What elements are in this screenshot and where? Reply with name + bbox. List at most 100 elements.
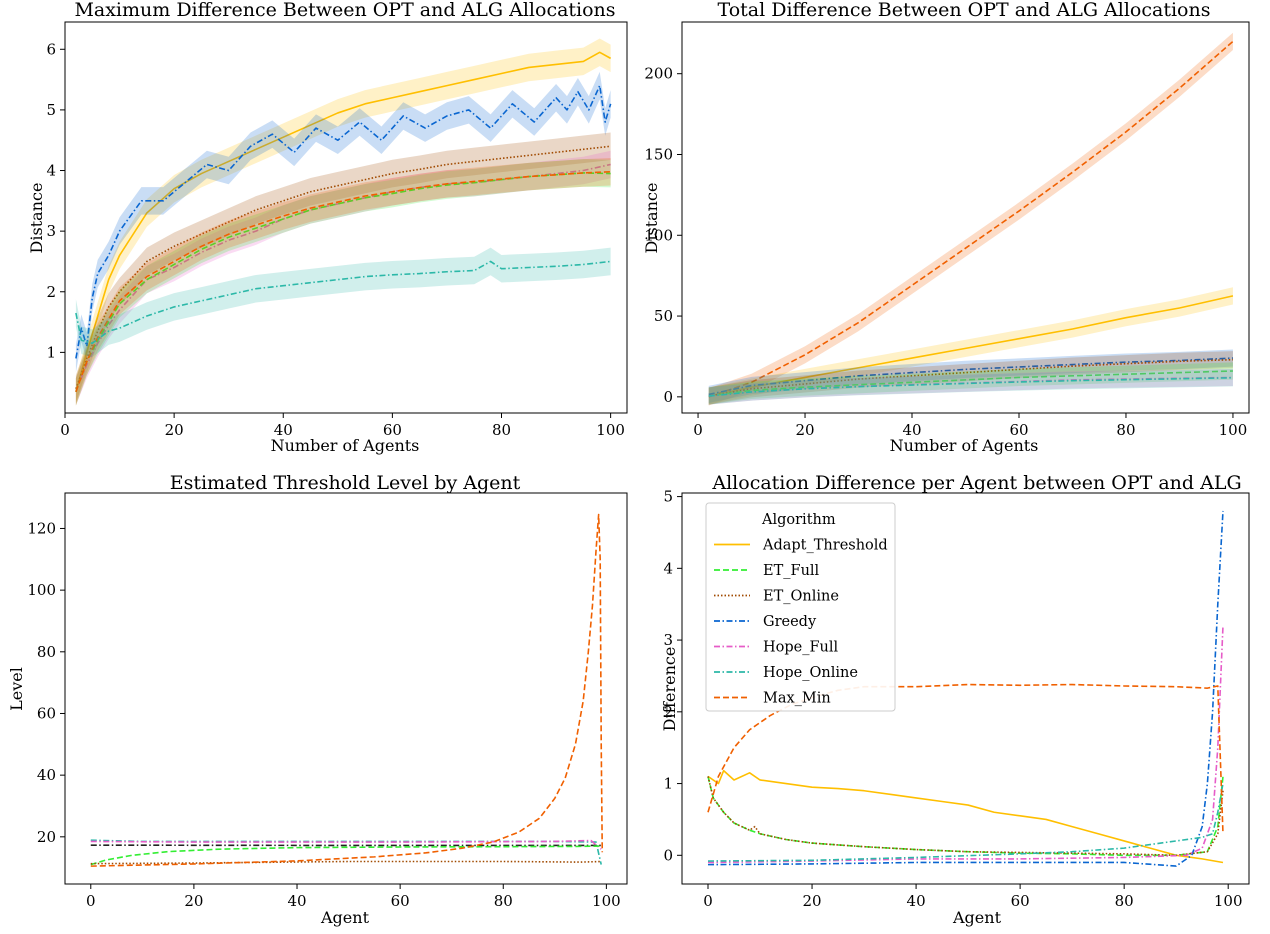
y-tick-label: 80 [37, 643, 56, 661]
legend-label: Greedy [763, 614, 817, 630]
y-tick-label: 150 [644, 145, 673, 163]
series-line-et-full [708, 370, 1233, 397]
y-tick-label: 100 [644, 226, 673, 244]
series-line-adapt-threshold [708, 295, 1234, 397]
x-tick-label: 0 [60, 421, 70, 439]
x-tick-label: 100 [1219, 421, 1248, 439]
chart-max-difference: Maximum Difference Between OPT and ALG A… [27, 0, 628, 455]
x-tick-label: 100 [596, 421, 625, 439]
x-tick-label: 100 [1214, 892, 1243, 910]
y-tick-label: 6 [46, 40, 56, 58]
series-line-hope-online [708, 783, 1224, 862]
y-tick-label: 60 [37, 704, 56, 722]
y-tick-label: 5 [46, 101, 56, 119]
x-tick-label: 20 [165, 421, 184, 439]
x-tick-label: 0 [693, 421, 703, 439]
legend-title: Algorithm [761, 512, 836, 528]
confidence-band-et-online [708, 351, 1233, 405]
y-tick-label: 3 [46, 222, 56, 240]
y-axis-label: Distance [27, 183, 46, 254]
y-tick-label: 2 [46, 283, 56, 301]
x-tick-label: 20 [802, 892, 821, 910]
x-tick-label: 60 [383, 421, 402, 439]
plot-frame [64, 21, 628, 414]
y-tick-label: 4 [663, 559, 673, 577]
x-tick-label: 0 [703, 892, 713, 910]
confidence-band-hope-online [708, 369, 1233, 405]
x-tick-label: 0 [86, 892, 96, 910]
y-tick-label: 120 [27, 519, 56, 537]
y-tick-label: 40 [37, 766, 56, 784]
confidence-band-max-min [75, 157, 611, 406]
series-line-max-min [90, 513, 604, 867]
confidence-band-hope-online [75, 247, 611, 358]
x-tick-label: 40 [287, 892, 306, 910]
chart-total-difference: Total Difference Between OPT and ALG All… [642, 0, 1250, 455]
confidence-band-hope-full [708, 368, 1233, 405]
x-tick-label: 20 [184, 892, 203, 910]
x-tick-label: 40 [907, 892, 926, 910]
series-line-hope-online [708, 376, 1233, 397]
y-axis-label: Difference [660, 647, 679, 732]
series-line-et-full [90, 845, 602, 866]
x-tick-label: 80 [492, 421, 511, 439]
series-line-et-full [707, 776, 1224, 857]
confidence-band-et-online [75, 132, 611, 403]
y-tick-label: 1 [663, 775, 673, 793]
x-axis-label: Agent [320, 908, 370, 927]
plot-frame [681, 492, 1250, 885]
y-tick-label: 0 [663, 846, 673, 864]
legend-label: Max_Min [763, 691, 831, 707]
y-tick-label: 50 [654, 307, 673, 325]
series-line-max-min [708, 40, 1234, 398]
series-line-adapt-threshold [707, 769, 1224, 864]
y-tick-label: 3 [663, 631, 673, 649]
legend-label: Adapt_Threshold [762, 538, 888, 554]
plot-area [75, 38, 612, 406]
x-tick-label: 20 [795, 421, 814, 439]
series-line-hope-full [707, 625, 1224, 864]
plot-frame [681, 21, 1250, 414]
y-tick-label: 2 [663, 703, 673, 721]
legend-label: ET_Online [763, 589, 839, 605]
confidence-band-hope-full [75, 150, 611, 406]
plot-frame [64, 492, 628, 885]
chart-title: Maximum Difference Between OPT and ALG A… [74, 0, 615, 21]
confidence-band-greedy [708, 349, 1233, 404]
y-tick-label: 5 [663, 488, 673, 506]
series-line-adapt-threshold [75, 51, 612, 392]
y-tick-label: 4 [46, 162, 56, 180]
x-tick-label: 60 [1009, 421, 1028, 439]
chart-title: Estimated Threshold Level by Agent [170, 472, 521, 494]
series-line-greedy [75, 84, 612, 359]
x-tick-label: 60 [1011, 892, 1030, 910]
x-tick-label: 40 [274, 421, 293, 439]
series-line-greedy [708, 357, 1233, 396]
plot-area [90, 513, 604, 867]
y-tick-label: 200 [644, 65, 673, 83]
x-axis-label: Agent [952, 908, 1002, 927]
legend-label: ET_Full [763, 563, 820, 579]
chart-title: Allocation Difference per Agent between … [711, 472, 1241, 494]
chart-allocation-difference: Allocation Difference per Agent between … [660, 472, 1250, 927]
x-axis-label: Number of Agents [271, 436, 420, 455]
y-tick-label: 1 [46, 343, 56, 361]
y-tick-label: 100 [27, 581, 56, 599]
legend-label: Hope_Full [763, 640, 839, 656]
series-line-greedy [708, 510, 1224, 867]
x-tick-label: 40 [902, 421, 921, 439]
chart-threshold-level: Estimated Threshold Level by Agent Agent L… [7, 472, 628, 927]
y-tick-label: 0 [663, 388, 673, 406]
x-axis-label: Number of Agents [890, 436, 1039, 455]
y-tick-label: 20 [37, 828, 56, 846]
x-tick-label: 80 [1116, 421, 1135, 439]
confidence-band-et-full [75, 159, 611, 406]
plot-area [708, 32, 1234, 406]
confidence-band-adapt-threshold [75, 38, 611, 406]
y-axis-label: Level [7, 667, 26, 711]
x-tick-label: 80 [494, 892, 513, 910]
confidence-band-greedy [75, 71, 611, 373]
legend-box [705, 502, 896, 712]
legend-label: Hope_Online [763, 665, 858, 681]
